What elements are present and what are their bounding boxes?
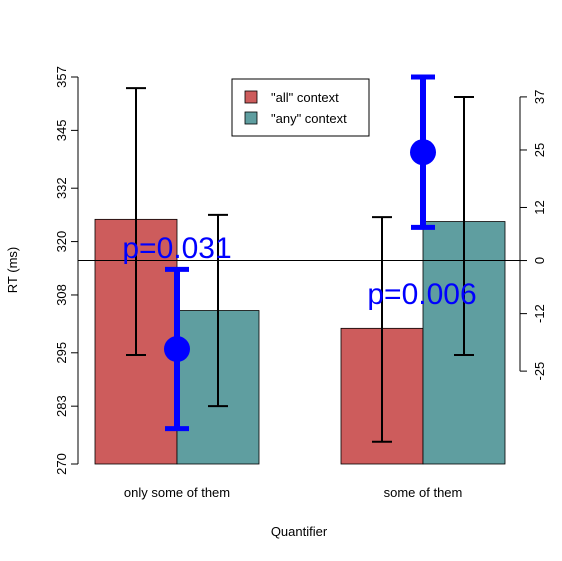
right-tick-label-1: -12 [532, 304, 547, 323]
right-tick-label-4: 25 [532, 143, 547, 157]
p-value-label-0: p=0.031 [122, 232, 231, 265]
y-axis-title: RT (ms) [5, 247, 20, 293]
right-y-axis: -25 -12 0 12 25 37 [519, 90, 547, 381]
right-tick-label-0: -25 [532, 362, 547, 381]
legend-swatch-all [244, 90, 258, 104]
diff-point-1 [410, 139, 436, 166]
legend: "all" context "any" context [231, 78, 370, 137]
legend-box [231, 78, 370, 137]
legend-label-all: "all" context [271, 90, 339, 105]
right-tick-label-2: 0 [532, 257, 547, 264]
category-label-0: only some of them [124, 485, 230, 500]
left-tick-label-0: 270 [54, 453, 69, 475]
right-tick-label-3: 12 [532, 200, 547, 214]
p-value-label-1: p=0.006 [367, 278, 476, 311]
left-y-axis: 270 283 295 308 320 332 345 357 [54, 66, 79, 475]
category-labels: only some of them some of them [124, 485, 462, 500]
right-tick-label-5: 37 [532, 90, 547, 104]
difference-layer: p=0.031 p=0.006 [122, 74, 477, 432]
category-label-1: some of them [384, 485, 463, 500]
left-tick-label-5: 332 [54, 177, 69, 199]
left-tick-label-7: 357 [54, 66, 69, 88]
error-bars-layer [126, 87, 474, 443]
left-tick-label-2: 295 [54, 342, 69, 364]
left-tick-label-1: 283 [54, 395, 69, 417]
left-tick-label-3: 308 [54, 284, 69, 306]
diff-point-0 [164, 336, 190, 363]
left-tick-label-6: 345 [54, 120, 69, 142]
x-axis-title: Quantifier [271, 524, 328, 539]
legend-swatch-any [244, 111, 258, 125]
left-tick-label-4: 320 [54, 231, 69, 253]
legend-label-any: "any" context [271, 111, 347, 126]
